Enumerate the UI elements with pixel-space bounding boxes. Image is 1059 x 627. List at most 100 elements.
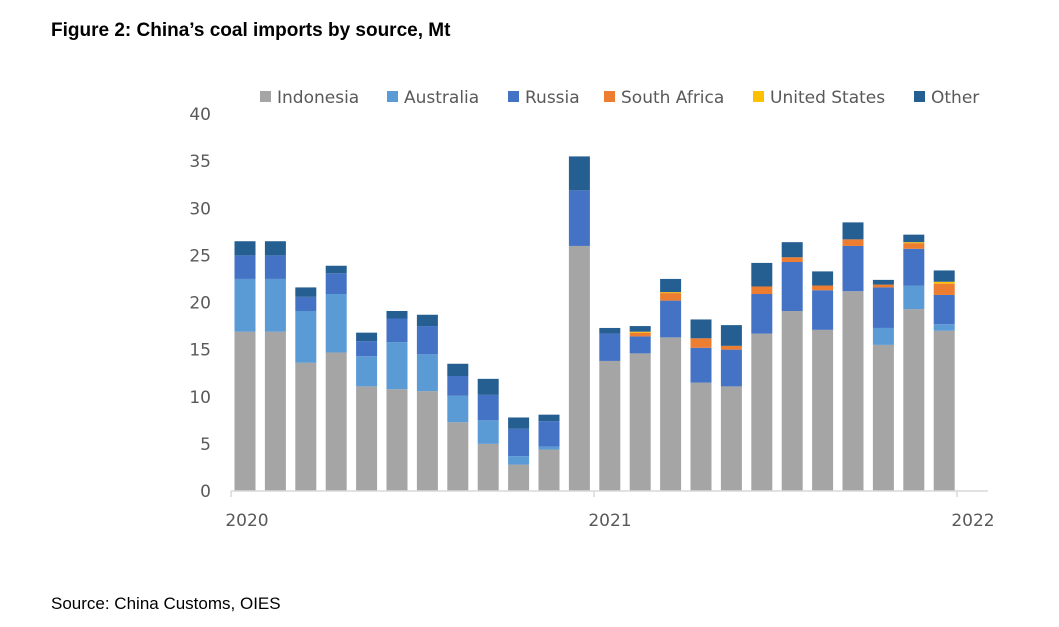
bar-segment-indonesia — [690, 382, 712, 491]
bar-segment-united-states — [903, 242, 925, 244]
legend: Indonesia Australia Russia South Africa Unit… — [260, 88, 979, 108]
y-tick-label: 25 — [189, 246, 211, 266]
bar-segment-australia — [416, 354, 438, 392]
bar-segment-indonesia — [660, 337, 682, 491]
bar-segment-australia — [538, 446, 560, 450]
bar-segment-indonesia — [325, 352, 347, 491]
bar-segment-russia — [295, 296, 317, 311]
legend-swatch-indonesia — [260, 91, 271, 102]
y-tick-label: 35 — [189, 152, 211, 172]
bar-segment-indonesia — [386, 389, 408, 491]
bar-segment-indonesia — [629, 353, 651, 491]
bar-segment-russia — [872, 287, 894, 328]
bar-segment-russia — [933, 294, 955, 325]
bar-segment-indonesia — [720, 386, 742, 491]
bar-segment-russia — [842, 245, 864, 292]
x-tick-label: 2020 — [225, 511, 268, 531]
bar-segment-indonesia — [538, 449, 560, 491]
bar-segment-australia — [447, 395, 469, 423]
bar-segment-other — [447, 363, 469, 377]
x-tick-label: 2022 — [951, 511, 994, 531]
y-tick-label: 20 — [189, 294, 211, 314]
x-axis: 2020 2021 2022 — [225, 490, 995, 531]
bar-segment-other — [325, 265, 347, 274]
bar-segment-russia — [356, 341, 378, 357]
legend-label-australia: Australia — [404, 88, 479, 108]
bar-segment-indonesia — [842, 291, 864, 491]
bar-segment-russia — [477, 394, 499, 421]
bar-segment-south-africa — [933, 283, 955, 295]
bar-segment-other — [508, 417, 530, 429]
bar-segment-other — [872, 279, 894, 285]
bar-segment-other — [264, 241, 286, 256]
bar-segment-russia — [720, 349, 742, 387]
bar-segment-other — [933, 270, 955, 282]
bar-segment-russia — [568, 190, 590, 246]
bar-segment-australia — [295, 310, 317, 363]
bar-segment-australia — [264, 278, 286, 332]
bar-segment-australia — [386, 342, 408, 390]
bar-segment-other — [629, 326, 651, 332]
bar-segment-russia — [903, 248, 925, 286]
bar-segment-other — [812, 271, 834, 286]
bar-segment-other — [386, 310, 408, 319]
legend-label-south-africa: South Africa — [621, 88, 724, 108]
bar-segment-united-states — [629, 331, 651, 333]
bar-segment-russia — [538, 421, 560, 447]
bar-segment-other — [568, 156, 590, 191]
bar-segment-indonesia — [568, 245, 590, 491]
bar-segment-russia — [690, 347, 712, 383]
bar-segment-south-africa — [812, 285, 834, 291]
legend-label-russia: Russia — [525, 88, 580, 108]
legend-swatch-south-africa — [604, 91, 615, 102]
bar-segment-indonesia — [933, 330, 955, 491]
bar-segment-other — [690, 319, 712, 339]
bar-segment-indonesia — [872, 344, 894, 491]
bar-segment-indonesia — [477, 443, 499, 491]
bar-segment-indonesia — [903, 309, 925, 491]
bar-segment-south-africa — [751, 286, 773, 295]
bar-segment-indonesia — [812, 329, 834, 491]
y-tick-label: 30 — [189, 199, 211, 219]
bar-segment-other — [416, 314, 438, 327]
bar-segment-united-states — [660, 292, 682, 294]
bar-segment-united-states — [933, 281, 955, 284]
bar-segment-australia — [477, 420, 499, 444]
legend-swatch-other — [914, 91, 925, 102]
bar-segment-australia — [234, 278, 256, 332]
bar-segment-russia — [629, 336, 651, 354]
bar-segment-indonesia — [599, 360, 621, 491]
bar-segment-indonesia — [264, 331, 286, 491]
figure-source: Source: China Customs, OIES — [51, 594, 281, 613]
legend-swatch-united-states — [753, 91, 764, 102]
y-tick-label: 5 — [200, 435, 211, 455]
bar-segment-other — [477, 378, 499, 395]
bar-segment-other — [781, 242, 803, 258]
legend-label-united-states: United States — [770, 88, 885, 108]
bar-segment-russia — [264, 255, 286, 279]
bar-segment-indonesia — [447, 422, 469, 491]
bar-segment-other — [356, 332, 378, 342]
bar-segment-other — [538, 414, 560, 422]
bar-segment-australia — [872, 327, 894, 345]
bar-segment-indonesia — [781, 310, 803, 491]
bar-segment-other — [660, 278, 682, 293]
bar-segment-south-africa — [903, 243, 925, 249]
y-tick-label: 40 — [189, 105, 211, 125]
bar-segment-australia — [903, 285, 925, 310]
legend-label-indonesia: Indonesia — [277, 88, 359, 108]
y-tick-label: 15 — [189, 341, 211, 361]
bar-segment-other — [295, 287, 317, 297]
bar-segment-indonesia — [295, 362, 317, 491]
bar-segment-australia — [508, 456, 530, 465]
bar-segment-russia — [781, 261, 803, 311]
bar-segment-south-africa — [629, 332, 651, 337]
bar-segment-russia — [812, 290, 834, 330]
y-axis: 0 5 10 15 20 25 30 35 40 — [189, 105, 211, 502]
bar-segment-south-africa — [720, 345, 742, 350]
x-tick-label: 2021 — [588, 511, 631, 531]
legend-swatch-australia — [387, 91, 398, 102]
bar-segment-other — [720, 325, 742, 346]
bar-segment-russia — [599, 333, 621, 361]
